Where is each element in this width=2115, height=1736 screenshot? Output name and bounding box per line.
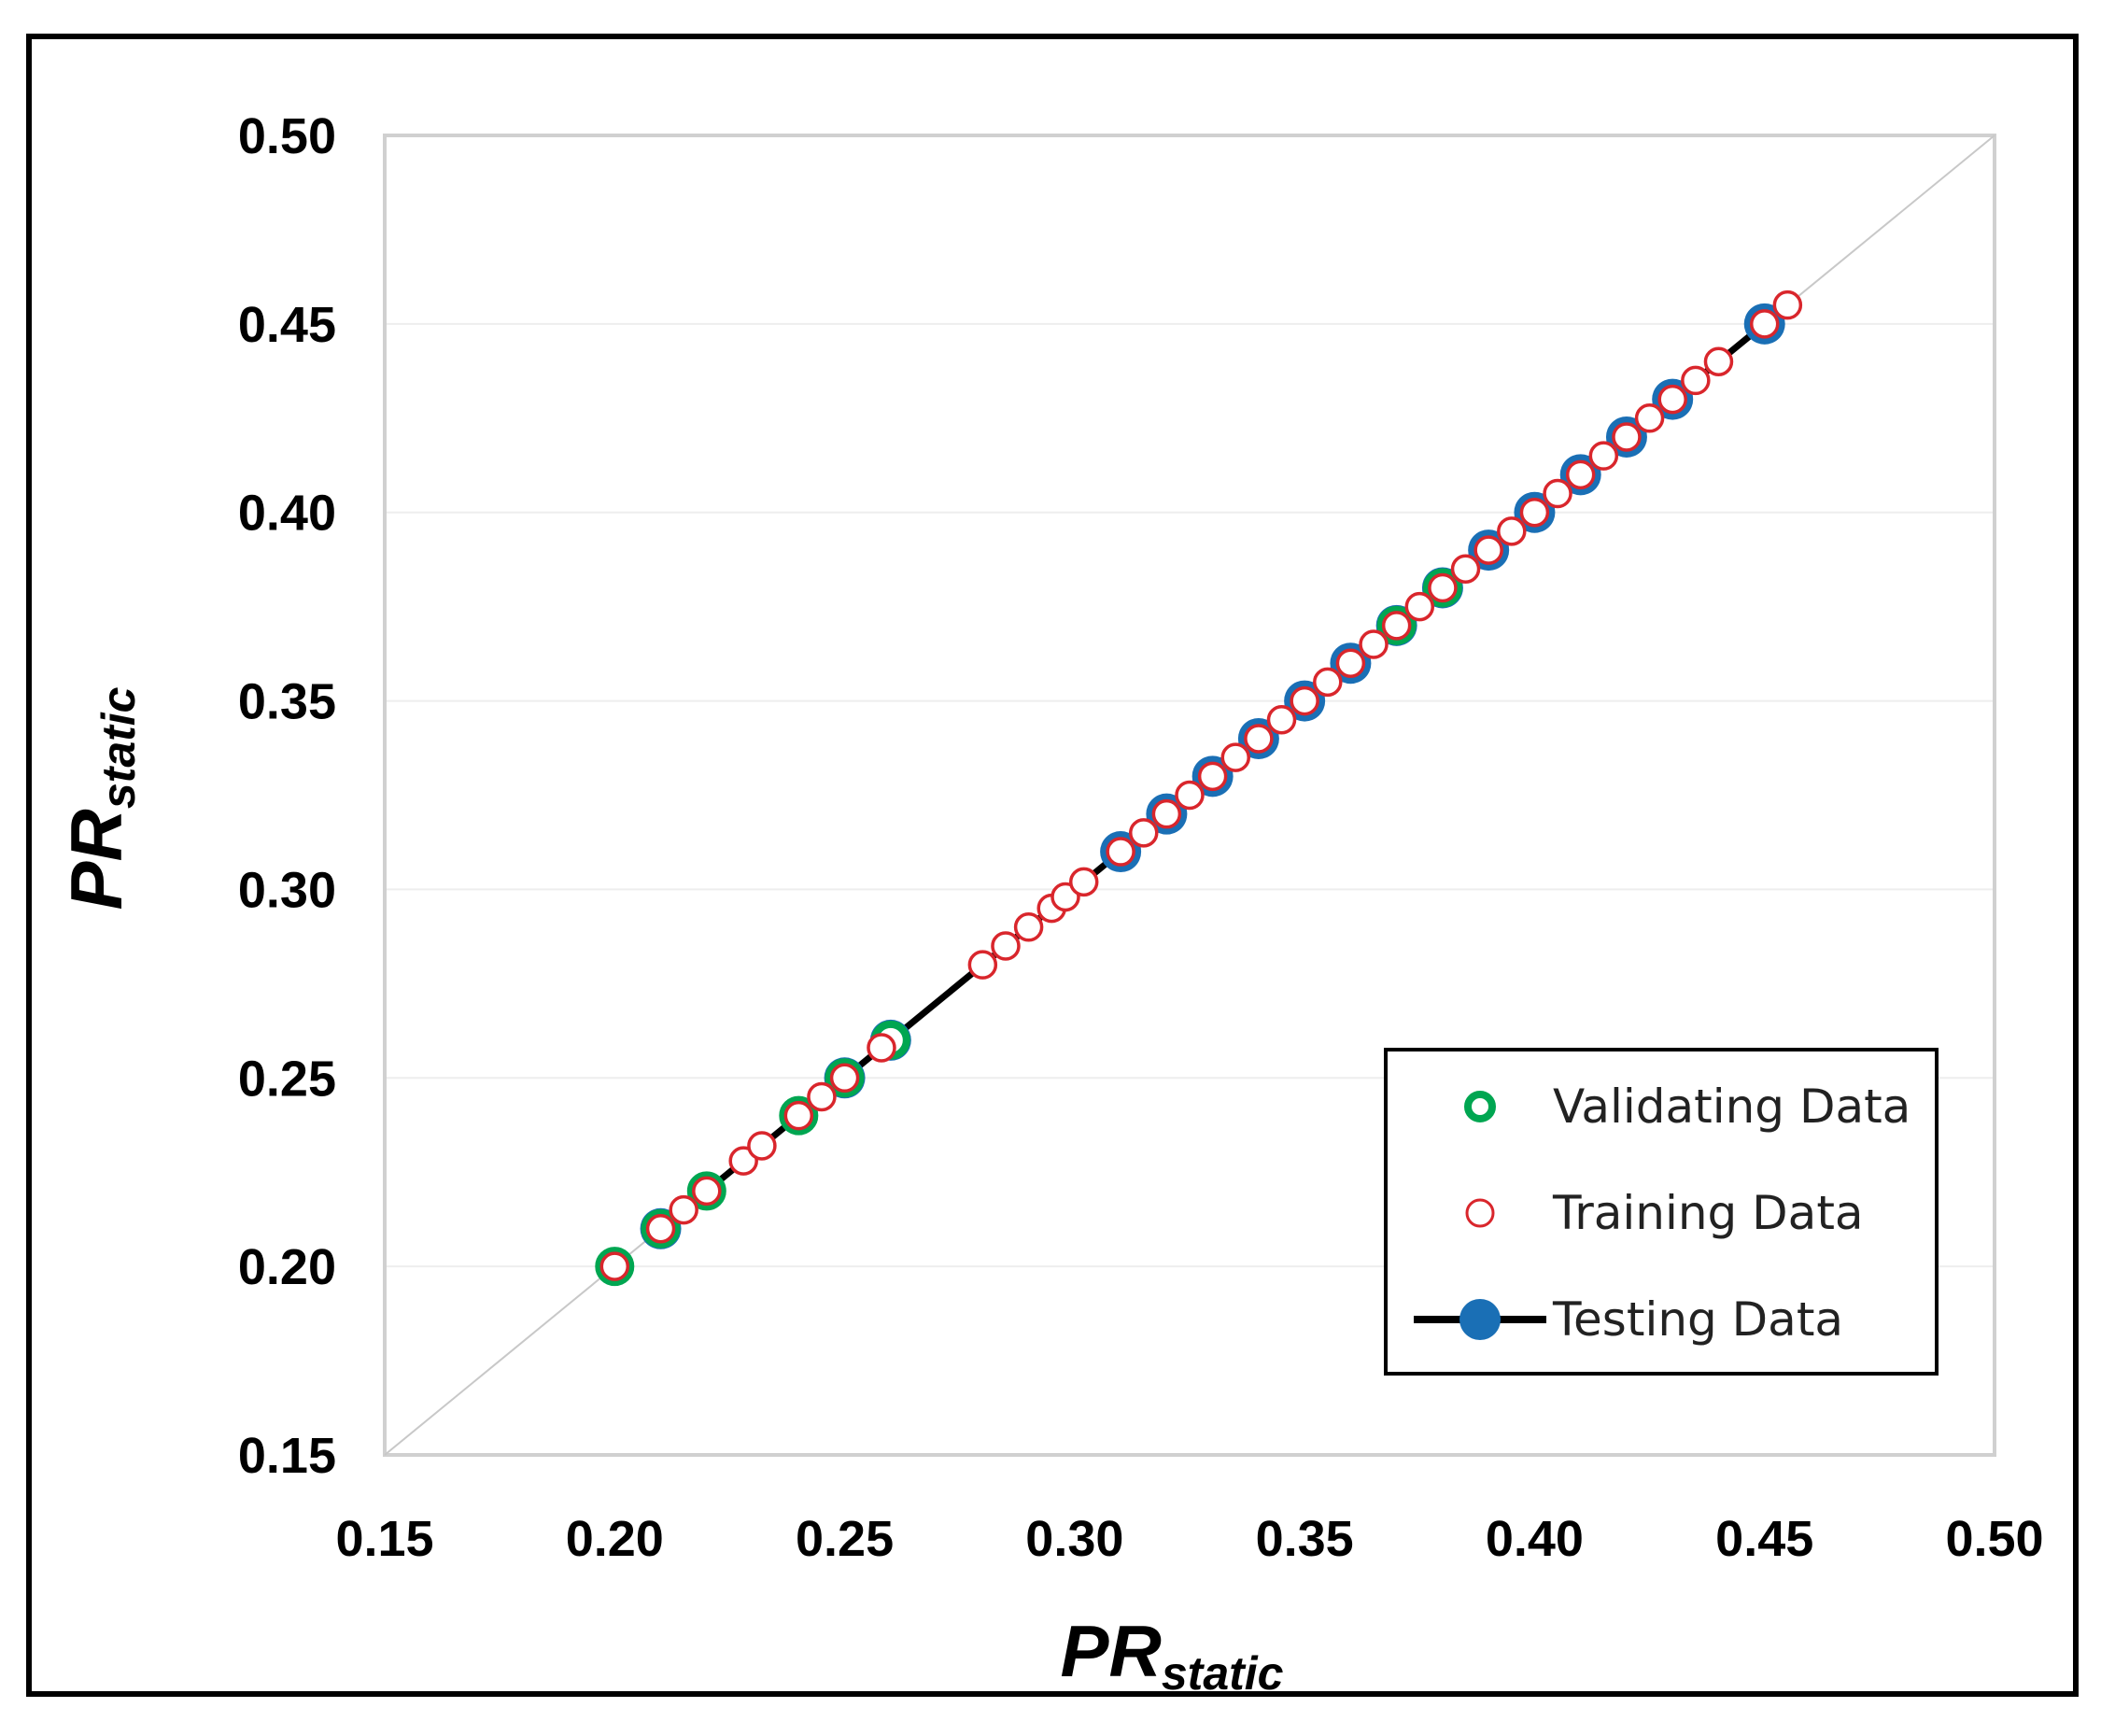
x-tick-label: 0.25 (796, 1511, 894, 1567)
training-point (1565, 459, 1596, 490)
y-tick-labels: 0.15 0.20 0.25 0.30 0.35 0.40 0.45 0.50 (238, 108, 336, 1484)
training-point (1612, 422, 1642, 452)
training-point (829, 1063, 860, 1094)
training-point (1335, 648, 1366, 678)
x-tick-label: 0.20 (566, 1511, 664, 1567)
y-tick-label: 0.35 (238, 674, 336, 730)
training-point (1428, 572, 1458, 603)
training-point (1290, 685, 1319, 716)
training-point (1359, 629, 1389, 659)
x-axis-title: PRstatic (1061, 1610, 1284, 1700)
training-point (1519, 497, 1550, 528)
training-point (1497, 516, 1527, 546)
training-point (1313, 667, 1343, 698)
training-point (1657, 384, 1687, 415)
legend-testing-marker (1459, 1299, 1501, 1340)
training-series (599, 289, 1803, 1281)
y-tick-label: 0.15 (238, 1428, 336, 1484)
x-tick-label: 0.50 (1945, 1511, 2043, 1567)
legend-validating-marker (1464, 1091, 1496, 1122)
training-point (692, 1176, 722, 1207)
y-axis-title-main: PR (55, 809, 137, 910)
training-point (1220, 742, 1251, 772)
y-axis-title-subscript: static (92, 686, 145, 809)
training-point (1543, 478, 1572, 509)
plot-area (383, 134, 1996, 1457)
x-axis-title-main: PR (1061, 1610, 1162, 1692)
training-point (991, 931, 1021, 961)
legend-validating-label: Validating Data (1553, 1080, 1911, 1134)
x-axis-title-subscript: static (1162, 1647, 1284, 1700)
legend-training-label: Training Data (1552, 1186, 1864, 1240)
training-point (669, 1194, 698, 1225)
training-point (1450, 554, 1481, 585)
legend-training-marker (1465, 1198, 1495, 1228)
training-point (1772, 289, 1803, 320)
legend-testing-label: Testing Data (1552, 1292, 1843, 1347)
training-point (1175, 780, 1205, 811)
training-point (1106, 837, 1135, 867)
training-point (1588, 441, 1619, 471)
x-tick-label: 0.45 (1715, 1511, 1813, 1567)
training-point (1197, 761, 1228, 792)
y-axis-title: PRstatic (55, 686, 145, 910)
training-point (1681, 365, 1711, 396)
training-point (807, 1081, 837, 1112)
training-point (1244, 724, 1274, 754)
y-tick-label: 0.45 (238, 297, 336, 353)
legend: Validating Data Training Data Testing Da… (1384, 1048, 1939, 1376)
x-tick-label: 0.30 (1025, 1511, 1123, 1567)
y-tick-label: 0.25 (238, 1051, 336, 1107)
training-point (967, 950, 998, 980)
training-point (1404, 591, 1435, 622)
training-point (1381, 611, 1412, 641)
training-point (1128, 818, 1159, 848)
training-point (1013, 912, 1044, 942)
training-point (1151, 798, 1182, 829)
x-tick-label: 0.15 (335, 1511, 433, 1567)
training-point (747, 1131, 777, 1161)
x-tick-label: 0.40 (1486, 1511, 1584, 1567)
y-tick-label: 0.40 (238, 486, 336, 542)
figure-frame (26, 34, 2079, 1697)
x-tick-label: 0.35 (1256, 1511, 1354, 1567)
training-point (1068, 867, 1099, 897)
y-tick-label: 0.20 (238, 1239, 336, 1295)
training-point (1703, 346, 1734, 376)
y-tick-label: 0.30 (238, 862, 336, 918)
training-point (1749, 309, 1780, 339)
training-point (1473, 535, 1503, 565)
training-point (1266, 705, 1297, 735)
x-tick-labels: 0.15 0.20 0.25 0.30 0.35 0.40 0.45 0.50 (335, 1511, 2043, 1567)
training-point (867, 1033, 896, 1063)
training-point (1634, 403, 1665, 433)
training-point (783, 1100, 814, 1131)
training-point (599, 1251, 630, 1281)
y-tick-label: 0.50 (238, 108, 336, 164)
training-point (645, 1214, 676, 1244)
